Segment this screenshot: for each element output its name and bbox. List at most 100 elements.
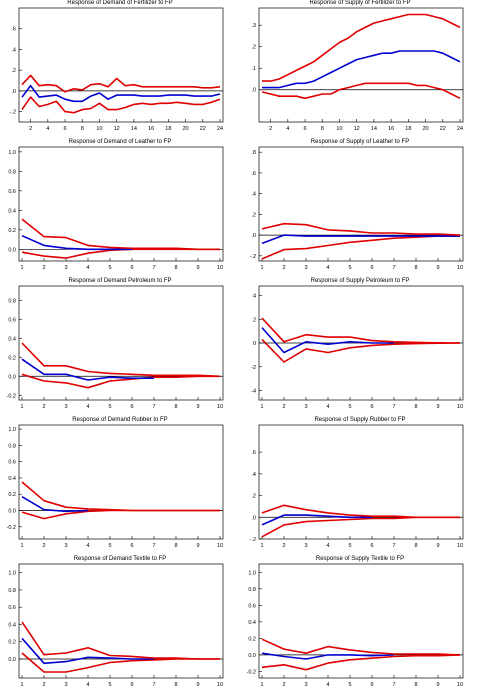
chart-plot-svg: .8 .6 .4 .2 .0 -.2 1 2 3 4 5 6 7 8 9 10 xyxy=(250,146,464,271)
x-tick-label: 5 xyxy=(108,404,111,410)
x-tick-label: 9 xyxy=(196,265,199,271)
x-tick-label: 14 xyxy=(371,126,377,132)
x-tick-label: 18 xyxy=(165,126,171,132)
x-tick-label: 1 xyxy=(20,543,23,549)
x-tick-label: 3 xyxy=(64,543,67,549)
x-tick-label: 8 xyxy=(174,265,177,271)
response-line-1 xyxy=(21,234,132,251)
confidence-band-line-0 xyxy=(261,654,461,671)
y-tick-label: 0.6 xyxy=(8,317,16,323)
x-tick-label: 1 xyxy=(20,404,23,410)
chart-plot-svg: .3.2.1.02 4 6 8 10 12 14 16 18 20 22 24 xyxy=(251,7,464,132)
x-tick-label: 2 xyxy=(42,543,45,549)
x-tick-label: 3 xyxy=(304,682,307,688)
x-tick-label: 24 xyxy=(457,126,463,132)
y-tick-label: -.2 xyxy=(250,537,256,543)
x-tick-label: 1 xyxy=(260,543,263,549)
y-tick-label: .0 xyxy=(11,89,16,95)
x-tick-label: 2 xyxy=(269,126,272,132)
x-tick-label: 5 xyxy=(108,265,111,271)
y-tick-label: 0.2 xyxy=(8,492,16,498)
x-tick-label: 2 xyxy=(42,404,45,410)
chart-title: Response of Demand Textile to FP xyxy=(73,556,167,562)
y-tick-label: .1 xyxy=(251,66,256,72)
confidence-band-line-2 xyxy=(21,74,221,93)
x-tick-label: 6 xyxy=(130,682,133,688)
x-tick-label: 4 xyxy=(286,126,289,132)
x-tick-label: 8 xyxy=(414,265,417,271)
x-tick-label: 14 xyxy=(131,126,137,132)
y-tick-label: -0.2 xyxy=(7,393,16,399)
x-tick-label: 3 xyxy=(304,404,307,410)
x-tick-label: 4 xyxy=(326,682,329,688)
chart-title: Response of Supply Rubber to FP xyxy=(314,417,406,423)
x-tick-label: 3 xyxy=(64,404,67,410)
x-tick-label: 4 xyxy=(86,682,89,688)
chart-title: Response of Supply Petroleum to FP xyxy=(310,278,410,284)
x-tick-label: 24 xyxy=(217,126,223,132)
response-line-1 xyxy=(21,496,89,513)
x-tick-label: 7 xyxy=(392,682,395,688)
plot-frame xyxy=(18,424,224,540)
x-tick-label: 4 xyxy=(86,543,89,549)
y-tick-label: .6 xyxy=(11,27,16,33)
plot-frame xyxy=(258,7,464,123)
x-tick-label: 4 xyxy=(326,265,329,271)
x-tick-label: 8 xyxy=(174,404,177,410)
chart-title: Response of Supply of Leather to FP xyxy=(310,139,410,145)
chart-plot-svg: 0.8 0.6 0.4 0.2 0.0 -0.2 1 2 3 4 5 6 7 8 9 10 xyxy=(7,285,224,410)
chart-title: Response of Demand of Leather to FP xyxy=(68,139,172,145)
x-tick-label: 16 xyxy=(388,126,394,132)
chart-plot-svg: .6.4.2.0-.22 4 6 8 10 12 14 16 18 20 22 24 xyxy=(10,7,224,132)
x-tick-label: 2 xyxy=(282,543,285,549)
x-tick-label: 10 xyxy=(457,265,463,271)
y-tick-label: 0.6 xyxy=(248,603,256,609)
chart-plot-svg: 1.0 0.8 0.6 0.4 0.2 0.0 1 2 3 4 5 6 7 8 9 10 xyxy=(8,563,224,688)
chart-title: Response of Supply of Fertilizer to FP xyxy=(309,0,411,6)
x-tick-label: 8 xyxy=(174,682,177,688)
confidence-band-line-0 xyxy=(21,248,220,259)
response-line-1 xyxy=(262,50,461,89)
response-line-1 xyxy=(21,84,221,103)
y-tick-label: 0.4 xyxy=(8,476,16,482)
x-tick-label: 1 xyxy=(20,682,23,688)
x-tick-label: 10 xyxy=(336,126,342,132)
x-tick-label: 7 xyxy=(392,543,395,549)
x-tick-label: 7 xyxy=(152,404,155,410)
x-tick-label: 9 xyxy=(436,265,439,271)
x-tick-label: 4 xyxy=(86,265,89,271)
x-tick-label: 1 xyxy=(20,265,23,271)
response-line-1 xyxy=(261,234,460,245)
x-tick-label: 3 xyxy=(304,265,307,271)
y-tick-label: 0.4 xyxy=(8,622,16,628)
y-tick-label: .0 xyxy=(251,515,256,521)
chart-plot-svg: 4 2 0 -2 -4 1 2 3 4 5 6 7 8 9 10 xyxy=(251,285,464,410)
x-tick-label: 10 xyxy=(96,126,102,132)
chart-plot-svg: 1.0 0.8 0.6 0.4 0.2 0.0 -0.2 1 2 3 4 5 6 7 8 9 10 xyxy=(7,424,224,549)
y-tick-label: 1.0 xyxy=(8,427,16,433)
x-tick-label: 4 xyxy=(326,404,329,410)
x-tick-label: 6 xyxy=(130,543,133,549)
y-tick-label: 0.0 xyxy=(8,247,16,253)
confidence-band-line-0 xyxy=(21,96,221,114)
x-tick-label: 10 xyxy=(457,682,463,688)
y-tick-label: .4 xyxy=(11,47,16,53)
x-tick-label: 4 xyxy=(46,126,49,132)
x-tick-label: 2 xyxy=(42,265,45,271)
y-tick-label: 0.8 xyxy=(248,587,256,593)
confidence-band-line-0 xyxy=(261,516,460,538)
confidence-band-line-2 xyxy=(262,13,461,82)
y-tick-label: 1.0 xyxy=(8,571,16,577)
y-tick-label: .2 xyxy=(251,212,256,218)
confidence-band-line-0 xyxy=(261,82,461,100)
x-tick-label: 8 xyxy=(414,404,417,410)
irf-panel-6: Response of Supply Petroleum to FP 4 2 0 -2 -… xyxy=(240,278,479,417)
irf-panel-2: Response of Supply of Fertilizer to FP .3… xyxy=(240,0,479,139)
x-tick-label: 12 xyxy=(114,126,120,132)
x-tick-label: 9 xyxy=(436,543,439,549)
y-tick-label: 0.8 xyxy=(8,169,16,175)
confidence-band-line-0 xyxy=(21,509,220,520)
irf-panel-8: Response of Supply Rubber to FP .6 .4 .2 .0 -… xyxy=(240,417,479,556)
x-tick-label: 7 xyxy=(152,265,155,271)
